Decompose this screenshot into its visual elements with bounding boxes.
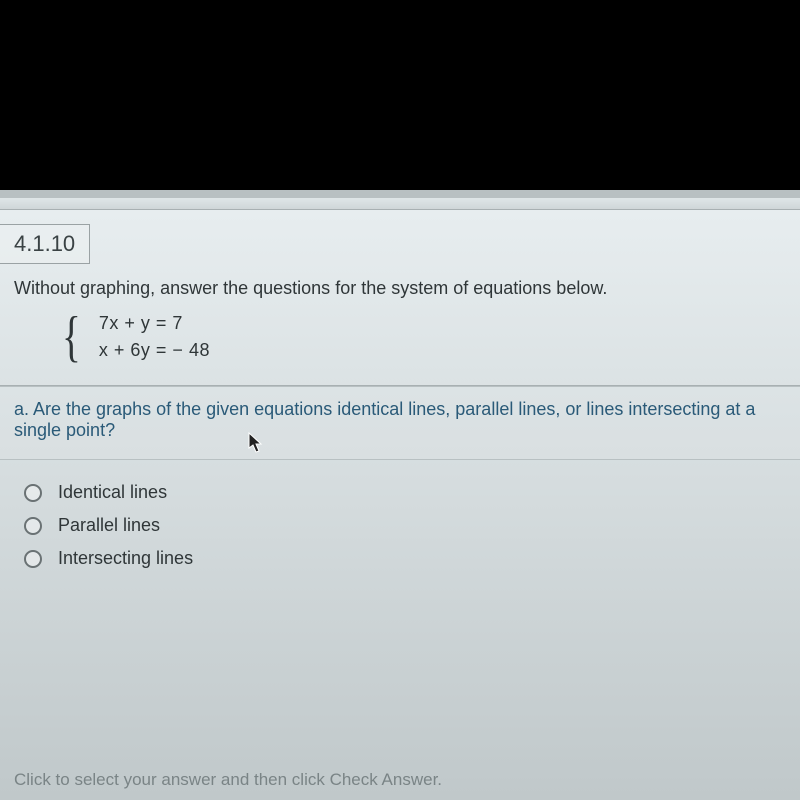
- equation-1: 7x + y = 7: [99, 313, 210, 334]
- option-label: Intersecting lines: [58, 548, 193, 569]
- equation-system: { 7x + y = 7 x + 6y = − 48: [14, 299, 786, 375]
- option-label: Parallel lines: [58, 515, 160, 536]
- radio-icon: [24, 550, 42, 568]
- question-header: Without graphing, answer the questions f…: [0, 264, 800, 386]
- option-label: Identical lines: [58, 482, 167, 503]
- options-group: Identical lines Parallel lines Intersect…: [0, 460, 800, 575]
- equation-2: x + 6y = − 48: [99, 340, 210, 361]
- option-identical[interactable]: Identical lines: [24, 476, 800, 509]
- window-topbar: [0, 198, 800, 210]
- option-parallel[interactable]: Parallel lines: [24, 509, 800, 542]
- option-intersecting[interactable]: Intersecting lines: [24, 542, 800, 575]
- footer-hint: Click to select your answer and then cli…: [14, 770, 786, 790]
- sub-question-a: a. Are the graphs of the given equations…: [0, 386, 800, 460]
- quiz-panel: 4.1.10 Without graphing, answer the ques…: [0, 190, 800, 800]
- question-number: 4.1.10: [0, 224, 90, 264]
- equations: 7x + y = 7 x + 6y = − 48: [99, 313, 210, 361]
- radio-icon: [24, 517, 42, 535]
- left-brace-icon: {: [62, 315, 81, 360]
- instruction-text: Without graphing, answer the questions f…: [14, 278, 786, 299]
- radio-icon: [24, 484, 42, 502]
